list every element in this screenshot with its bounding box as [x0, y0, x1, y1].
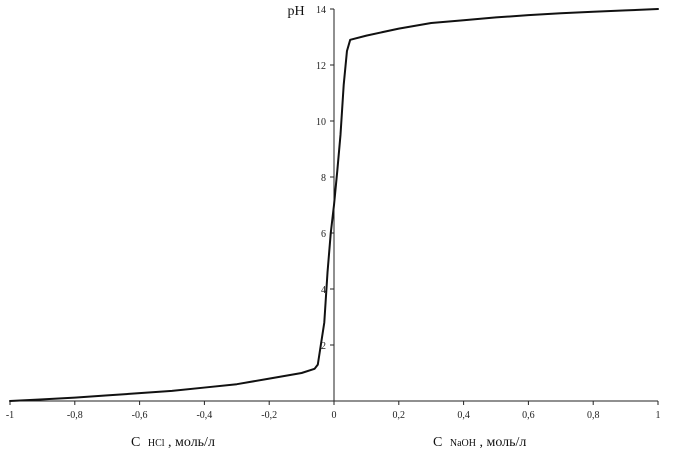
x-tick-label: 0,6 — [522, 410, 535, 421]
x-tick-label: -0,8 — [67, 410, 83, 421]
y-tick-label: 12 — [316, 61, 326, 72]
x-axis-label-right-main: C — [433, 435, 442, 450]
x-tick-label: -0,6 — [132, 410, 148, 421]
x-axis-label-right-sub: NaOH — [450, 438, 476, 449]
x-tick-label: -1 — [6, 410, 14, 421]
x-axis-label-left-main: C — [131, 435, 140, 450]
x-axis-label-left: C HCl , моль/л — [131, 435, 215, 450]
y-tick-label: 6 — [321, 229, 326, 240]
y-tick-label: 4 — [321, 285, 326, 296]
x-tick-label: 0 — [332, 410, 337, 421]
x-tick-label: 0,4 — [457, 410, 470, 421]
x-tick-label: 1 — [656, 410, 661, 421]
y-axis-label: pH — [287, 4, 304, 19]
x-axis-label-left-unit: , моль/л — [168, 435, 215, 450]
x-tick-label: 0,2 — [393, 410, 406, 421]
y-tick-label: 8 — [321, 173, 326, 184]
x-tick-label: 0,8 — [587, 410, 600, 421]
y-tick-label: 10 — [316, 117, 326, 128]
y-tick-label: 14 — [316, 5, 326, 16]
x-tick-label: -0,2 — [261, 410, 277, 421]
series-line — [9, 8, 659, 402]
y-tick-label: 2 — [321, 341, 326, 352]
x-axis-label-left-sub: HCl — [148, 438, 165, 449]
y-axis-ticks: 2 4 6 8 10 12 14 — [316, 5, 334, 402]
x-axis-ticks: -1 -0,8 -0,6 -0,4 -0,2 0 0,2 0,4 0,6 0,8 1 — [6, 401, 661, 421]
x-axis-label-right: C NaOH , моль/л — [433, 435, 526, 450]
x-tick-label: -0,4 — [196, 410, 212, 421]
series-group — [9, 8, 659, 402]
x-axis-label-right-unit: , моль/л — [479, 435, 526, 450]
